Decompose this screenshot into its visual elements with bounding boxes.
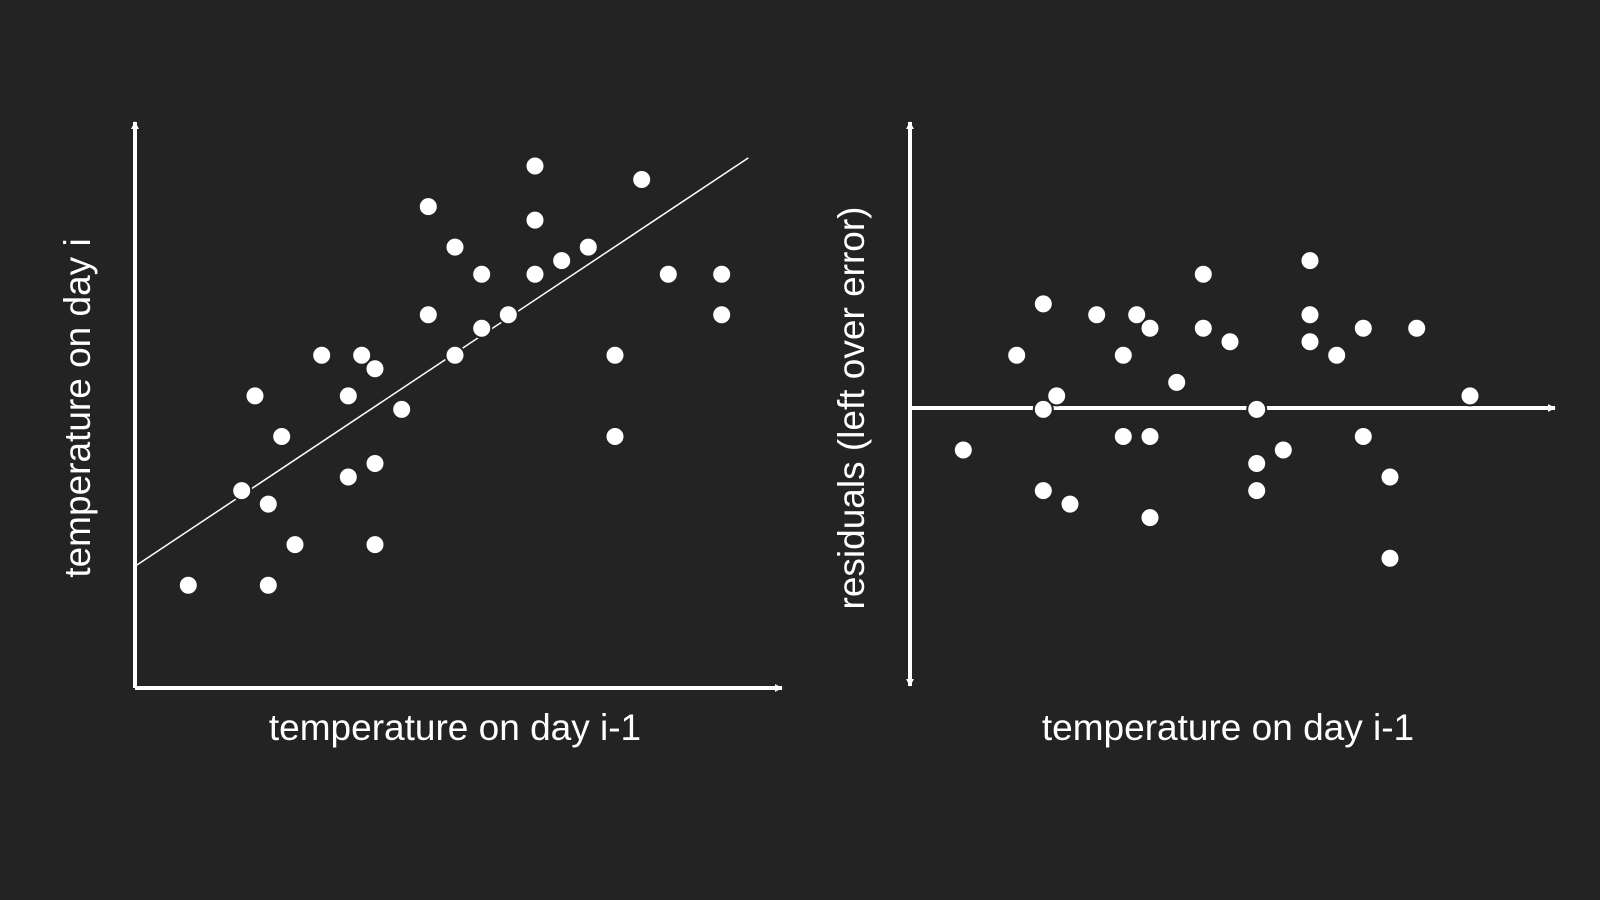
residual-points xyxy=(952,250,1481,569)
residual-point-16 xyxy=(1192,317,1214,339)
residual-point-28 xyxy=(1379,466,1401,488)
residual-point-13 xyxy=(1139,507,1161,529)
regression-point-9 xyxy=(271,426,293,447)
residual-point-14 xyxy=(1166,371,1188,393)
regression-line xyxy=(134,157,749,567)
residual-point-27 xyxy=(1352,426,1374,447)
residual-point-0 xyxy=(952,439,974,461)
residual-point-29 xyxy=(1379,547,1401,569)
regression-points xyxy=(177,155,733,596)
regression-point-2 xyxy=(284,534,306,556)
right-x-axis-title: temperature on day i-1 xyxy=(1042,707,1414,748)
residual-point-20 xyxy=(1246,480,1268,502)
regression-point-32 xyxy=(631,169,653,190)
regression-point-17 xyxy=(471,317,493,339)
residual-point-10 xyxy=(1126,304,1148,326)
regression-point-25 xyxy=(711,304,733,326)
residual-point-31 xyxy=(1459,385,1481,407)
residual-point-9 xyxy=(1112,426,1134,447)
regression-point-31 xyxy=(524,155,546,177)
residual-point-24 xyxy=(1299,331,1321,353)
regression-point-3 xyxy=(364,534,386,556)
residual-point-3 xyxy=(1032,398,1054,420)
regression-point-29 xyxy=(524,209,546,231)
regression-point-8 xyxy=(244,385,266,407)
regression-point-16 xyxy=(444,344,466,366)
residual-point-30 xyxy=(1406,317,1428,339)
regression-point-15 xyxy=(417,304,439,326)
regression-point-6 xyxy=(337,466,359,488)
regression-point-10 xyxy=(337,385,359,407)
regression-point-12 xyxy=(311,344,333,366)
residual-point-2 xyxy=(1046,385,1068,407)
regression-point-18 xyxy=(497,304,519,326)
residual-point-25 xyxy=(1326,344,1348,366)
regression-point-34 xyxy=(657,263,679,285)
residual-point-15 xyxy=(1192,263,1214,285)
residual-point-1 xyxy=(1032,293,1054,315)
regression-point-1 xyxy=(257,574,279,596)
regression-point-27 xyxy=(444,236,466,258)
regression-point-14 xyxy=(364,358,386,380)
residual-point-4 xyxy=(1006,344,1028,366)
regression-chart: temperature on day i-1 temperature on da… xyxy=(57,121,783,748)
residual-point-8 xyxy=(1112,344,1134,366)
residual-point-26 xyxy=(1352,317,1374,339)
regression-point-33 xyxy=(711,263,733,285)
regression-point-26 xyxy=(417,196,439,218)
regression-point-20 xyxy=(604,426,626,447)
residual-point-18 xyxy=(1246,398,1268,420)
regression-point-28 xyxy=(471,263,493,285)
regression-point-13 xyxy=(351,344,373,366)
regression-point-30 xyxy=(551,250,573,272)
regression-point-11 xyxy=(391,398,413,420)
left-y-axis-title: temperature on day i xyxy=(57,238,98,577)
residual-point-11 xyxy=(1139,317,1161,339)
regression-point-22 xyxy=(577,236,599,258)
residual-point-7 xyxy=(1086,304,1108,326)
residual-point-6 xyxy=(1059,493,1081,515)
left-x-axis-title: temperature on day i-1 xyxy=(269,707,641,748)
residual-point-23 xyxy=(1299,304,1321,326)
regression-point-5 xyxy=(257,493,279,515)
regression-point-19 xyxy=(604,344,626,366)
regression-point-0 xyxy=(177,574,199,596)
residual-point-5 xyxy=(1032,480,1054,502)
regression-point-21 xyxy=(524,263,546,285)
regression-point-7 xyxy=(364,453,386,474)
residuals-chart: temperature on day i-1 residuals (left o… xyxy=(831,121,1556,748)
residual-point-19 xyxy=(1246,453,1268,474)
regression-point-4 xyxy=(231,480,253,502)
residual-point-22 xyxy=(1299,250,1321,272)
residual-point-12 xyxy=(1139,426,1161,447)
right-y-axis-title: residuals (left over error) xyxy=(831,206,872,609)
residual-point-17 xyxy=(1219,331,1241,353)
residual-point-21 xyxy=(1272,439,1294,461)
